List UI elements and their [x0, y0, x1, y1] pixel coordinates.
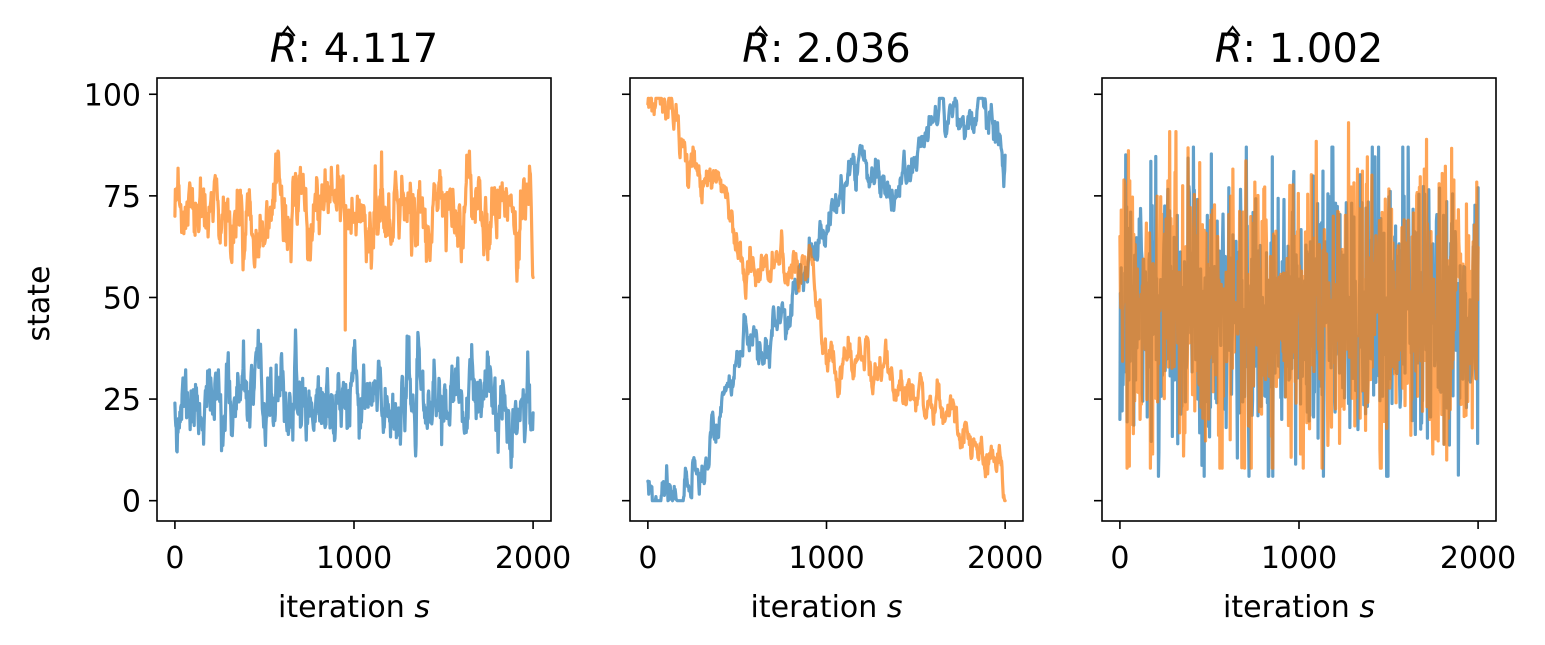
- y-axis-label: state: [22, 266, 57, 342]
- title-value: : 1.002: [1243, 26, 1384, 72]
- y-tick-label: 100: [84, 78, 141, 113]
- subplot-1: 0 1000 2000 0 25 50 75 100 R: 4.117 iteration s st…: [22, 25, 571, 625]
- series-line-1: [173, 328, 535, 469]
- axes-frame: [629, 77, 1024, 522]
- title-value: : 2.036: [770, 26, 911, 72]
- chart-title: R: 4.117: [270, 26, 439, 72]
- hat-accent: [1224, 25, 1241, 37]
- x-tick-label: 2000: [1440, 541, 1516, 576]
- x-tick-label: 0: [1110, 541, 1129, 576]
- hat-accent: [279, 25, 296, 37]
- y-tick-label: 75: [103, 180, 141, 215]
- axes-frame: [156, 77, 552, 522]
- series-line-2: [173, 149, 535, 332]
- series-line-2: [646, 96, 1007, 503]
- x-tick-label: 0: [638, 541, 657, 576]
- y-tick-label: 25: [103, 383, 141, 418]
- title-value: : 4.117: [298, 26, 439, 72]
- subplot-3: 0 1000 2000 R: 1.002 iteration s: [1094, 25, 1516, 625]
- series-line-1: [646, 96, 1007, 503]
- chart-title: R: 1.002: [1215, 26, 1384, 72]
- x-tick-label: 1000: [788, 541, 864, 576]
- y-tick-label: 0: [122, 485, 141, 520]
- x-tick-label: 2000: [967, 541, 1043, 576]
- series-line-2: [1118, 121, 1480, 470]
- y-tick-label: 50: [103, 281, 141, 316]
- x-axis-label: iteration s: [751, 590, 903, 625]
- chart-title: R: 2.036: [742, 26, 911, 72]
- x-tick-label: 1000: [316, 541, 392, 576]
- x-axis-label: iteration s: [278, 590, 430, 625]
- x-tick-label: 0: [165, 541, 184, 576]
- x-tick-label: 1000: [1261, 541, 1337, 576]
- x-tick-label: 2000: [495, 541, 571, 576]
- subplot-2: 0 1000 2000 R: 2.036 iteration s: [622, 25, 1043, 625]
- x-axis-label: iteration s: [1223, 590, 1375, 625]
- hat-accent: [752, 25, 769, 37]
